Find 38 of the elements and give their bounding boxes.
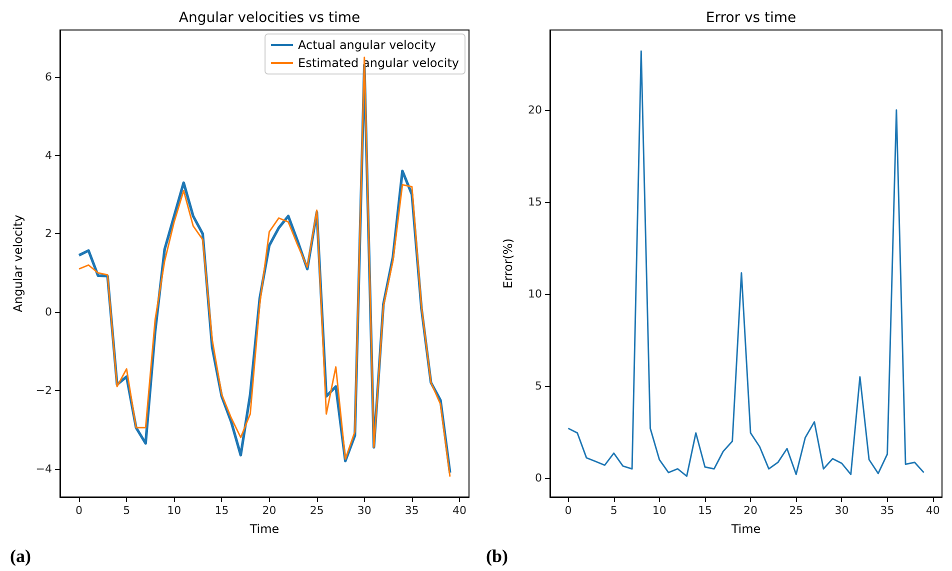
x-tick-label: 20 — [744, 504, 758, 517]
x-tick-label: 10 — [167, 504, 182, 517]
chart-title: Error vs time — [706, 10, 796, 26]
x-tick-label: 35 — [404, 504, 419, 517]
x-tick-label: 5 — [123, 504, 130, 517]
x-tick-label: 20 — [262, 504, 276, 517]
chart-title: Angular velocities vs time — [178, 10, 360, 26]
y-tick-label: 10 — [528, 288, 542, 301]
x-tick-label: 35 — [880, 504, 894, 517]
text: (b) — [486, 546, 508, 566]
y-tick-label: 4 — [45, 148, 52, 162]
legend-label: Actual angular velocity — [298, 38, 436, 52]
y-tick-label: 5 — [535, 380, 542, 393]
y-tick-label: 0 — [45, 306, 52, 319]
x-tick-label: 15 — [698, 504, 712, 517]
x-tick-label: 25 — [789, 504, 804, 517]
y-tick-label: 15 — [528, 196, 542, 209]
y-axis-title: Angular velocity — [11, 214, 25, 312]
y-axis-title: Error(%) — [501, 238, 515, 289]
x-tick-label: 10 — [652, 504, 666, 517]
y-tick-label: 2 — [45, 227, 52, 240]
x-axis-title: Time — [730, 522, 761, 536]
x-tick-label: 40 — [926, 504, 940, 517]
x-tick-label: 0 — [76, 504, 83, 517]
x-tick-label: 40 — [452, 504, 466, 517]
x-tick-label: 15 — [214, 504, 229, 517]
y-tick-label: −4 — [36, 462, 52, 476]
y-tick-label: 6 — [45, 70, 52, 84]
x-axis-title: Time — [248, 522, 280, 536]
x-tick-label: 30 — [834, 504, 849, 517]
x-tick-label: 25 — [310, 504, 324, 517]
y-tick-label: 20 — [528, 104, 542, 117]
x-tick-label: 30 — [357, 504, 372, 517]
x-tick-label: 5 — [610, 504, 618, 517]
x-tick-label: 0 — [564, 504, 572, 517]
y-tick-label: −2 — [36, 384, 52, 397]
y-tick-label: 0 — [535, 472, 542, 485]
text: (a) — [10, 546, 31, 566]
